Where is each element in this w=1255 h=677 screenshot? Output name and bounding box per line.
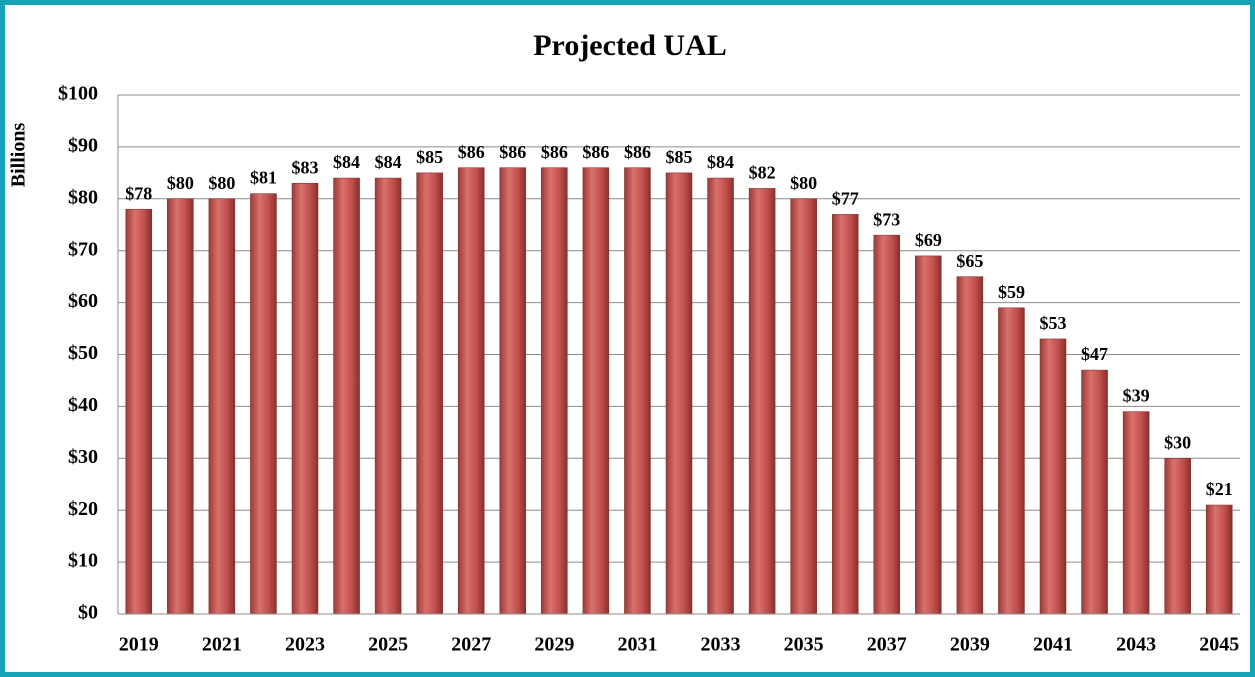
value-label: $84	[707, 152, 734, 172]
x-tick-label: 2035	[784, 634, 824, 656]
x-tick-label: 2029	[534, 634, 574, 656]
value-label: $73	[873, 209, 900, 229]
value-label: $77	[832, 188, 859, 208]
value-label: $86	[499, 142, 526, 162]
value-label: $47	[1081, 344, 1108, 364]
bar	[873, 234, 901, 615]
x-tick-label: 2031	[617, 634, 657, 656]
y-tick-label: $50	[68, 342, 98, 364]
bar	[208, 198, 236, 615]
value-label: $53	[1040, 313, 1067, 333]
bar	[1039, 338, 1067, 615]
x-tick-label: 2041	[1033, 634, 1073, 656]
bar	[582, 167, 610, 615]
bar	[956, 276, 984, 615]
bar	[167, 198, 194, 615]
value-label: $65	[956, 251, 983, 271]
value-label: $80	[208, 173, 235, 193]
value-label: $39	[1123, 386, 1150, 406]
bar	[374, 177, 402, 615]
x-tick-label: 2037	[867, 634, 907, 656]
bar	[499, 167, 527, 615]
bar	[250, 193, 277, 615]
value-label: $21	[1206, 479, 1233, 499]
y-axis-label: Billions	[8, 123, 30, 188]
y-tick-label: $0	[78, 602, 98, 624]
x-tick-label: 2043	[1116, 634, 1156, 656]
bar	[541, 167, 568, 615]
bar	[416, 172, 443, 615]
bar	[998, 307, 1025, 615]
bar	[665, 172, 693, 615]
value-label: $81	[250, 168, 277, 188]
bar	[707, 177, 734, 615]
value-label: $69	[915, 230, 942, 250]
bar	[748, 188, 776, 615]
value-label: $83	[292, 157, 319, 177]
value-label: $59	[998, 282, 1025, 302]
value-label: $85	[416, 147, 443, 167]
y-tick-label: $90	[68, 134, 98, 156]
y-tick-label: $20	[68, 498, 98, 520]
y-tick-label: $100	[58, 83, 98, 105]
x-tick-label: 2023	[285, 634, 325, 656]
bar	[457, 167, 485, 615]
bar	[333, 177, 360, 615]
y-tick-label: $80	[68, 186, 98, 208]
value-label: $86	[541, 142, 568, 162]
bar	[790, 198, 817, 615]
x-tick-label: 2021	[202, 634, 242, 656]
x-tick-label: 2025	[368, 634, 408, 656]
bar	[831, 214, 859, 615]
y-tick-label: $30	[68, 446, 98, 468]
x-tick-label: 2019	[119, 634, 159, 656]
bar	[1122, 411, 1150, 615]
value-label: $86	[624, 142, 651, 162]
value-label: $86	[458, 142, 485, 162]
x-tick-label: 2039	[950, 634, 990, 656]
bar	[1205, 504, 1233, 615]
value-label: $80	[790, 173, 817, 193]
y-tick-label: $60	[68, 290, 98, 312]
value-label: $86	[582, 142, 609, 162]
y-tick-label: $70	[68, 238, 98, 260]
bar	[1164, 458, 1191, 615]
value-label: $84	[333, 152, 360, 172]
value-label: $80	[167, 173, 194, 193]
value-label: $30	[1164, 432, 1191, 452]
bar	[915, 255, 942, 615]
x-tick-label: 2033	[701, 634, 741, 656]
value-label: $78	[125, 183, 152, 203]
bar	[125, 208, 153, 615]
value-label: $82	[749, 163, 776, 183]
y-tick-label: $40	[68, 394, 98, 416]
value-label: $84	[375, 152, 402, 172]
value-label: $85	[666, 147, 693, 167]
x-tick-label: 2045	[1199, 634, 1239, 656]
bar	[624, 167, 651, 615]
x-tick-label: 2027	[451, 634, 491, 656]
chart-title: Projected UAL	[533, 29, 727, 62]
bar	[1081, 369, 1108, 615]
y-tick-label: $10	[68, 550, 98, 572]
bar	[291, 182, 319, 615]
